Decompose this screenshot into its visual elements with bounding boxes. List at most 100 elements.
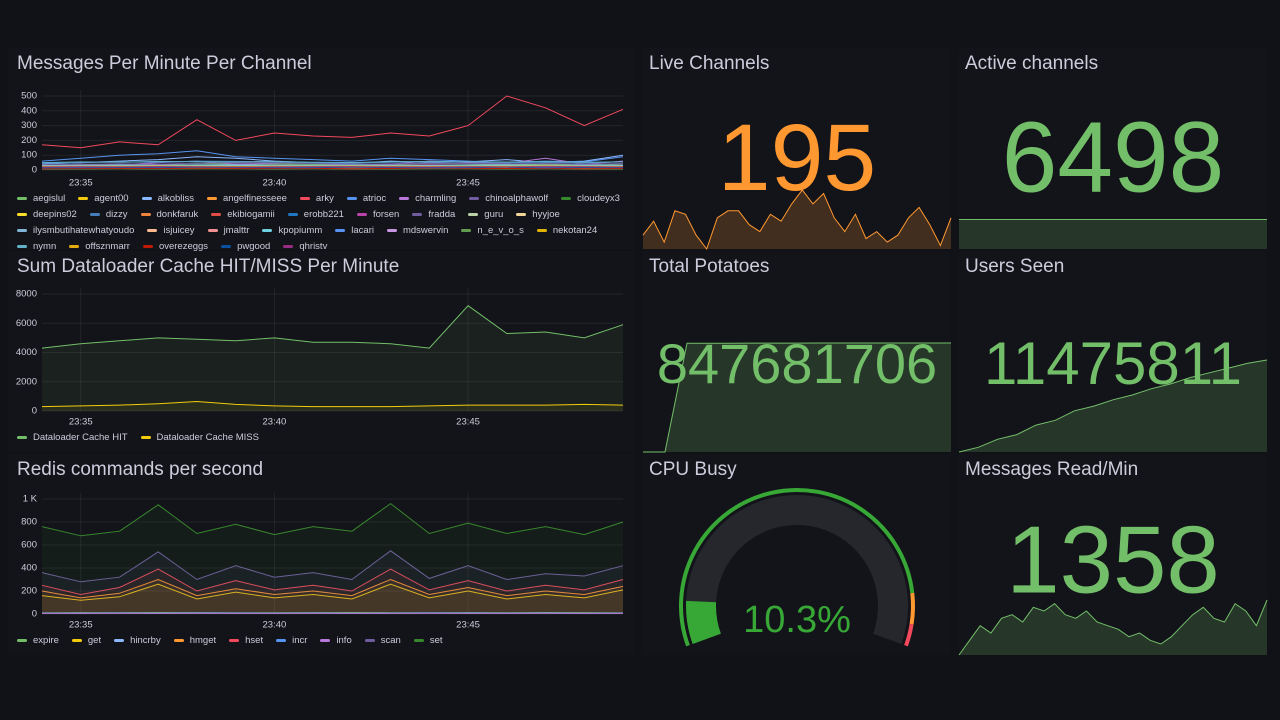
panel-title: Messages Read/Min	[965, 459, 1138, 480]
legend-item: ekibiogamii	[211, 208, 275, 221]
sparkline-fill	[959, 219, 1267, 249]
x-tick-label: 23:45	[456, 417, 480, 428]
legend-label: scan	[380, 635, 401, 646]
area-fill	[42, 579, 623, 614]
legend-label: alkobliss	[157, 193, 194, 204]
sparkline	[958, 599, 1268, 656]
panel-title: Live Channels	[649, 53, 769, 74]
legend-swatch	[320, 639, 331, 642]
legend-label: hmget	[189, 635, 217, 646]
legend-label: nymn	[33, 241, 57, 252]
legend-item: hmget	[173, 634, 217, 647]
legend-label: set	[429, 635, 443, 646]
legend-item: info	[320, 634, 352, 647]
legend-swatch	[141, 197, 152, 200]
legend-swatch	[147, 229, 158, 232]
panel-title: Redis commands per second	[17, 459, 263, 480]
legend-label: overezeggs	[158, 241, 209, 252]
legend-label: cloudeyx3	[577, 193, 620, 204]
legend-item: erobb221	[287, 208, 344, 221]
series-line	[41, 167, 624, 170]
y-tick-label: 400	[21, 563, 37, 574]
stat-value: 11475811	[984, 330, 1242, 397]
legend-label: isjuicey	[163, 225, 195, 236]
area-fill	[42, 503, 623, 614]
y-tick-label: 0	[32, 165, 37, 176]
y-tick-label: 200	[21, 586, 37, 597]
legend-label: pwgood	[237, 241, 271, 252]
y-tick-label: 500	[21, 91, 37, 102]
legend-item: alkobliss	[141, 192, 194, 205]
legend-swatch	[299, 197, 310, 200]
legend-label: info	[336, 635, 352, 646]
series-line	[41, 305, 624, 349]
legend-item: lacari	[335, 224, 374, 237]
legend-item: dizzy	[89, 208, 128, 221]
legend-label: dizzy	[105, 209, 128, 220]
legend-swatch	[364, 639, 375, 642]
legend-swatch	[142, 245, 153, 248]
legend-item: fradda	[412, 208, 455, 221]
legend-swatch	[17, 229, 27, 232]
x-tick-label: 23:40	[263, 178, 287, 189]
series-line	[41, 400, 624, 408]
y-tick-label: 6000	[16, 318, 37, 329]
y-tick-label: 8000	[16, 289, 37, 300]
y-tick-label: 4000	[16, 347, 37, 358]
legend-label: arky	[315, 193, 334, 204]
legend-item: jmalttr	[207, 224, 249, 237]
legend-item: get	[71, 634, 101, 647]
legend-swatch	[461, 229, 472, 232]
panel	[959, 48, 1267, 249]
panel	[959, 454, 1267, 655]
legend-label: kpopiumm	[278, 225, 323, 236]
legend-item: ilysmbutihatewhatyoudo	[17, 224, 134, 237]
stat-value: 847681706	[657, 332, 937, 395]
sparkline	[642, 189, 952, 251]
legend-swatch	[229, 639, 240, 642]
legend-swatch	[17, 213, 27, 216]
legend-label: expire	[33, 635, 59, 646]
legend-label: ilysmbutihatewhatyoudo	[33, 225, 135, 236]
legend-label: agent00	[94, 193, 129, 204]
x-tick-label: 23:40	[263, 417, 287, 428]
series-line	[41, 95, 624, 149]
legend-label: hset	[245, 635, 264, 646]
legend-swatch	[386, 229, 397, 232]
panel-title: Sum Dataloader Cache HIT/MISS Per Minute	[17, 256, 399, 277]
legend-swatch	[412, 213, 423, 216]
legend-item: hincrby	[114, 634, 161, 647]
series-line	[41, 568, 624, 596]
panel-title: Messages Per Minute Per Channel	[17, 53, 312, 74]
area-fill	[42, 401, 623, 411]
legend-swatch	[140, 436, 151, 439]
legend: Dataloader Cache HIT Dataloader Cache MIS…	[17, 431, 629, 444]
legend-item: Dataloader Cache HIT	[17, 431, 128, 444]
stat-value: 195	[718, 105, 877, 211]
legend-label: forsen	[372, 209, 400, 220]
legend-swatch	[287, 213, 298, 216]
sparkline	[643, 342, 951, 453]
legend-item: n_e_v_o_s	[461, 224, 524, 237]
legend-swatch	[262, 229, 273, 232]
legend-swatch	[536, 229, 547, 232]
legend-swatch	[399, 197, 410, 200]
legend-item: scan	[364, 634, 401, 647]
legend-label: n_e_v_o_s	[477, 225, 524, 236]
legend-item: chinoalphawolf	[469, 192, 548, 205]
legend-item: agent00	[78, 192, 129, 205]
area-fill	[42, 305, 623, 411]
x-tick-label: 23:35	[69, 417, 93, 428]
gauge-value	[686, 600, 722, 644]
y-tick-label: 200	[21, 135, 37, 146]
legend: expire get hincrby hmget hset incr info scan set	[17, 634, 629, 647]
y-tick-label: 0	[32, 406, 37, 417]
legend-swatch	[516, 213, 527, 216]
panel-title: Total Potatoes	[649, 256, 769, 277]
legend-item: isjuicey	[147, 224, 195, 237]
legend-label: aegislul	[33, 193, 66, 204]
legend-swatch	[17, 197, 27, 200]
series-line	[41, 160, 624, 164]
legend-item: hset	[229, 634, 263, 647]
series-line	[41, 578, 624, 599]
